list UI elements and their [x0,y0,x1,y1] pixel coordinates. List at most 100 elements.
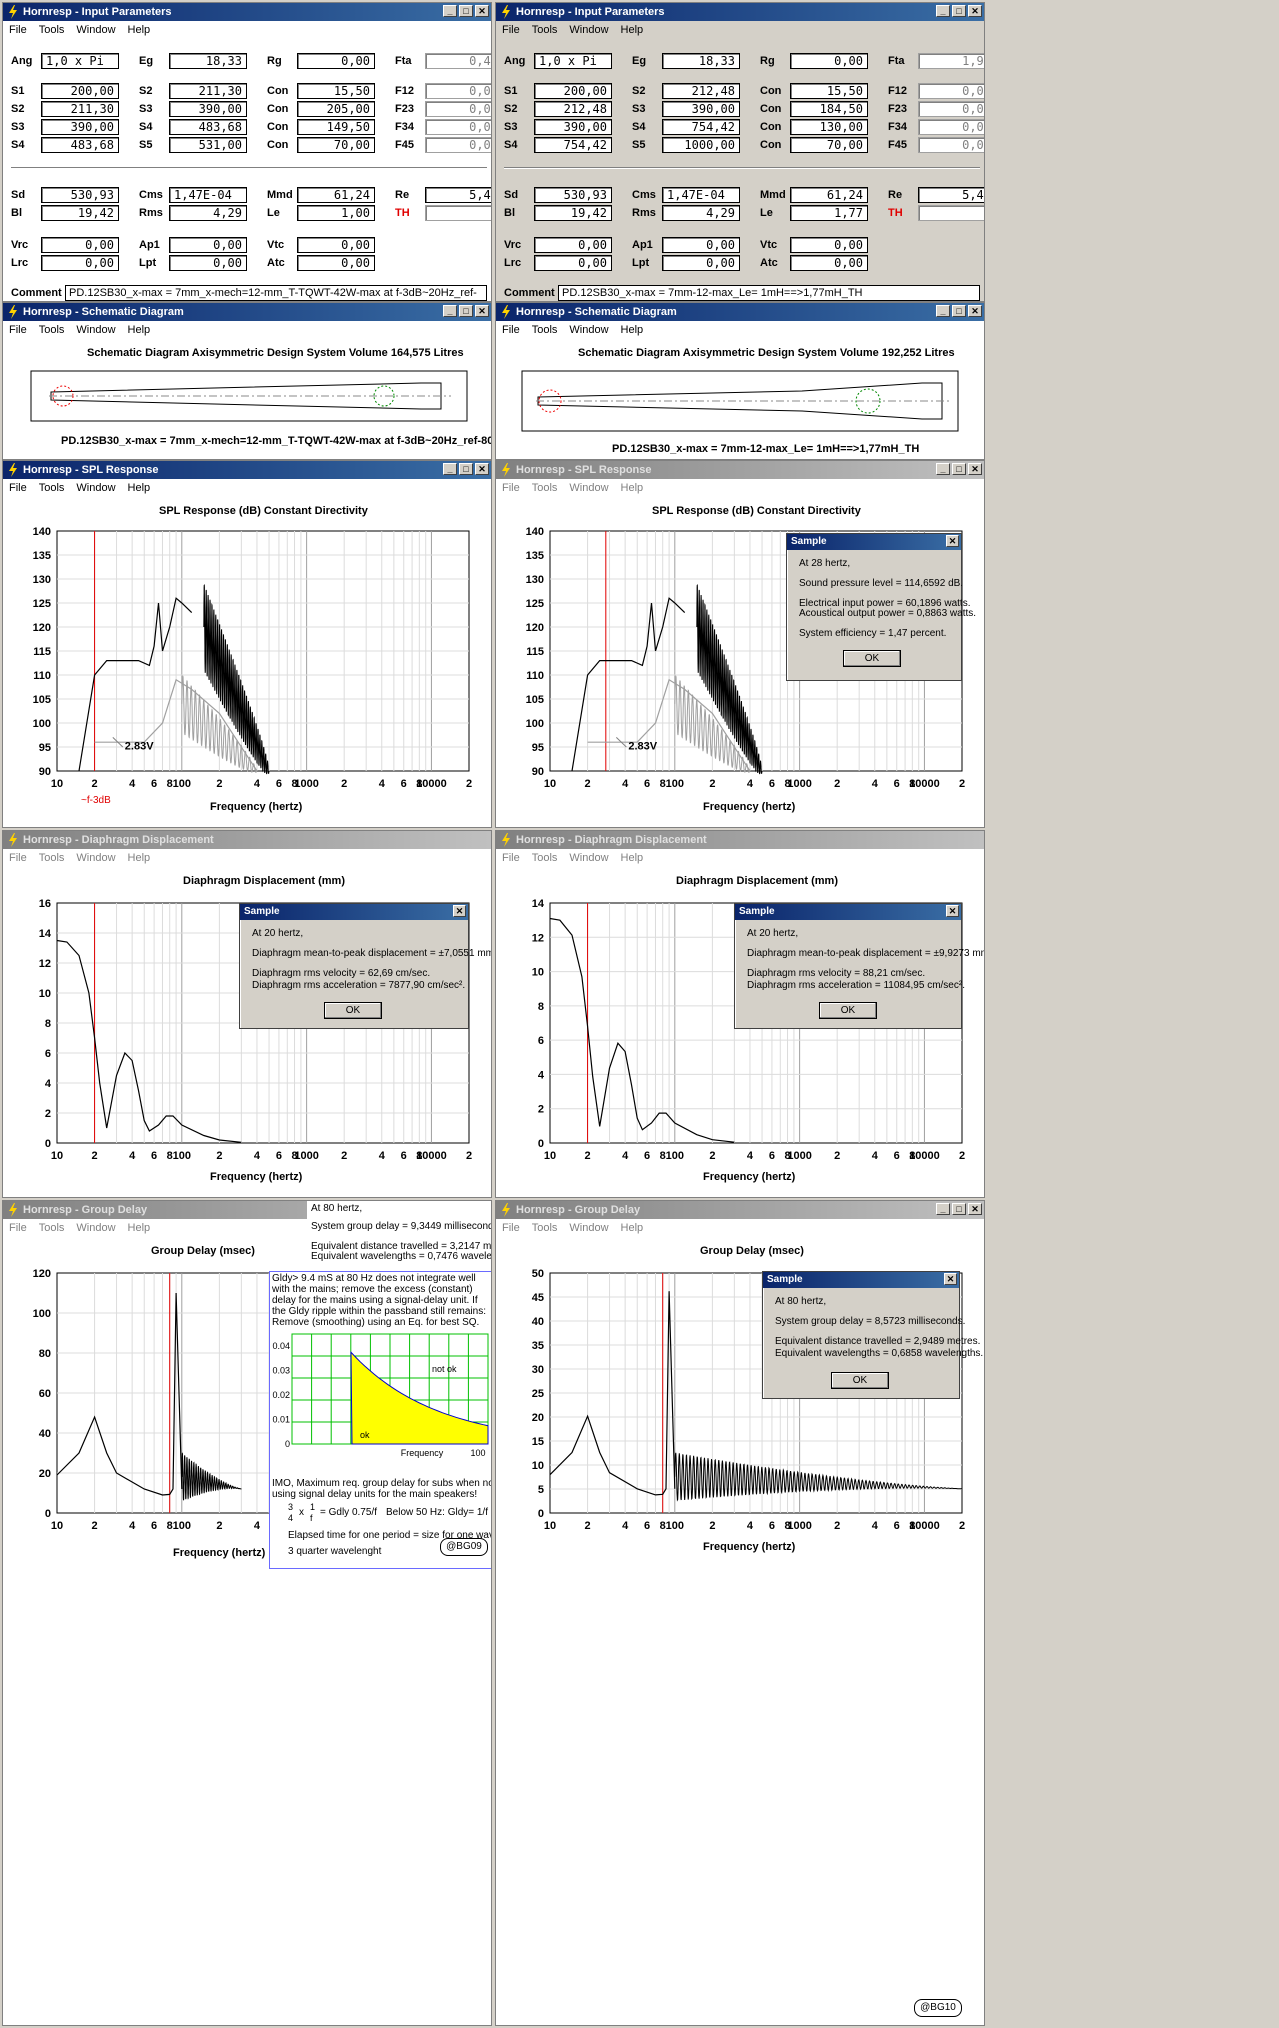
menu-window[interactable]: Window [569,1222,609,1234]
menu-window[interactable]: Window [569,852,609,864]
param-field-vtc[interactable]: 0,00 [297,237,375,253]
menu-file[interactable]: File [9,324,27,336]
param-field-f45[interactable]: 0,00 [425,137,491,153]
param-field-vtc[interactable]: 0,00 [790,237,868,253]
menu-file[interactable]: File [502,1222,520,1234]
param-field-s5[interactable]: 1000,00 [662,137,740,153]
param-field-rg[interactable]: 0,00 [790,53,868,69]
menu-help[interactable]: Help [620,24,644,36]
param-field-eg[interactable]: 18,33 [169,53,247,69]
param-field-rms[interactable]: 4,29 [662,205,740,221]
menu-tools[interactable]: Tools [531,852,558,864]
ok-button[interactable]: OK [831,1372,889,1389]
param-field-fta[interactable]: 1,92 [918,53,984,69]
param-field-f23[interactable]: 0,00 [918,101,984,117]
dialog-close-button[interactable]: ✕ [453,905,466,917]
param-field-sd[interactable]: 530,93 [534,187,612,203]
close-button[interactable]: ✕ [968,463,982,475]
param-field-f45[interactable]: 0,00 [918,137,984,153]
param-field-s1[interactable]: 200,00 [534,83,612,99]
menu-file[interactable]: File [9,24,27,36]
menu-tools[interactable]: Tools [38,852,65,864]
param-field-s1[interactable]: 200,00 [41,83,119,99]
minimize-button[interactable]: _ [936,305,950,317]
menu-file[interactable]: File [502,324,520,336]
param-field-rg[interactable]: 0,00 [297,53,375,69]
param-field-bl[interactable]: 19,42 [534,205,612,221]
close-button[interactable]: ✕ [475,305,489,317]
menu-tools[interactable]: Tools [38,24,65,36]
param-field-rms[interactable]: 4,29 [169,205,247,221]
param-field-cms[interactable]: 1,47E-04 [662,187,740,203]
menu-file[interactable]: File [502,24,520,36]
param-field-mmd[interactable]: 61,24 [297,187,375,203]
dialog-close-button[interactable]: ✕ [944,1273,957,1285]
maximize-button[interactable]: □ [952,305,966,317]
param-field-s4b[interactable]: 483,68 [41,137,119,153]
minimize-button[interactable]: _ [936,5,950,17]
menu-file[interactable]: File [502,482,520,494]
param-field-atc[interactable]: 0,00 [297,255,375,271]
ok-button[interactable]: OK [843,650,901,667]
param-field-con3[interactable]: 130,00 [790,119,868,135]
maximize-button[interactable]: □ [952,5,966,17]
param-field-ap1[interactable]: 0,00 [662,237,740,253]
maximize-button[interactable]: □ [952,1203,966,1215]
ok-button[interactable]: OK [819,1002,877,1019]
param-field-s4[interactable]: 754,42 [662,119,740,135]
param-field-th[interactable]: 1 [425,205,491,221]
param-field-sd[interactable]: 530,93 [41,187,119,203]
menu-window[interactable]: Window [76,482,116,494]
menu-window[interactable]: Window [569,24,609,36]
minimize-button[interactable]: _ [936,1203,950,1215]
maximize-button[interactable]: □ [459,305,473,317]
menu-tools[interactable]: Tools [38,482,65,494]
menu-file[interactable]: File [9,852,27,864]
param-field-cms[interactable]: 1,47E-04 [169,187,247,203]
close-button[interactable]: ✕ [475,463,489,475]
param-field-s2b[interactable]: 212,48 [534,101,612,117]
param-field-re[interactable]: 5,49 [425,187,491,203]
param-field-le[interactable]: 1,77 [790,205,868,221]
minimize-button[interactable]: _ [443,5,457,17]
param-field-s2[interactable]: 211,30 [169,83,247,99]
menu-file[interactable]: File [9,482,27,494]
menu-window[interactable]: Window [76,852,116,864]
param-field-s3b[interactable]: 390,00 [41,119,119,135]
menu-tools[interactable]: Tools [531,24,558,36]
param-field-th[interactable]: 1 [918,205,984,221]
menu-help[interactable]: Help [620,324,644,336]
param-field-re[interactable]: 5,49 [918,187,984,203]
menu-window[interactable]: Window [76,24,116,36]
menu-tools[interactable]: Tools [38,324,65,336]
param-field-eg[interactable]: 18,33 [662,53,740,69]
menu-help[interactable]: Help [620,852,644,864]
param-field-lpt[interactable]: 0,00 [169,255,247,271]
menu-tools[interactable]: Tools [38,1222,65,1234]
param-field-ap1[interactable]: 0,00 [169,237,247,253]
menu-tools[interactable]: Tools [531,1222,558,1234]
param-field-s2b[interactable]: 211,30 [41,101,119,117]
param-field-lrc[interactable]: 0,00 [534,255,612,271]
dialog-close-button[interactable]: ✕ [946,535,959,547]
param-field-con2[interactable]: 184,50 [790,101,868,117]
menu-window[interactable]: Window [76,324,116,336]
maximize-button[interactable]: □ [459,463,473,475]
param-field-atc[interactable]: 0,00 [790,255,868,271]
param-field-con2[interactable]: 205,00 [297,101,375,117]
maximize-button[interactable]: □ [952,463,966,475]
param-field-fta[interactable]: 0,49 [425,53,491,69]
minimize-button[interactable]: _ [443,305,457,317]
param-field-f23[interactable]: 0,00 [425,101,491,117]
comment-field[interactable]: PD.12SB30_x-max = 7mm_x-mech=12-mm_T-TQW… [65,285,487,301]
param-field-vrc[interactable]: 0,00 [534,237,612,253]
menu-window[interactable]: Window [569,324,609,336]
minimize-button[interactable]: _ [936,463,950,475]
param-field-mmd[interactable]: 61,24 [790,187,868,203]
param-field-lrc[interactable]: 0,00 [41,255,119,271]
param-field-s2[interactable]: 212,48 [662,83,740,99]
menu-help[interactable]: Help [127,324,151,336]
param-field-s3[interactable]: 390,00 [169,101,247,117]
menu-tools[interactable]: Tools [531,482,558,494]
param-field-lpt[interactable]: 0,00 [662,255,740,271]
